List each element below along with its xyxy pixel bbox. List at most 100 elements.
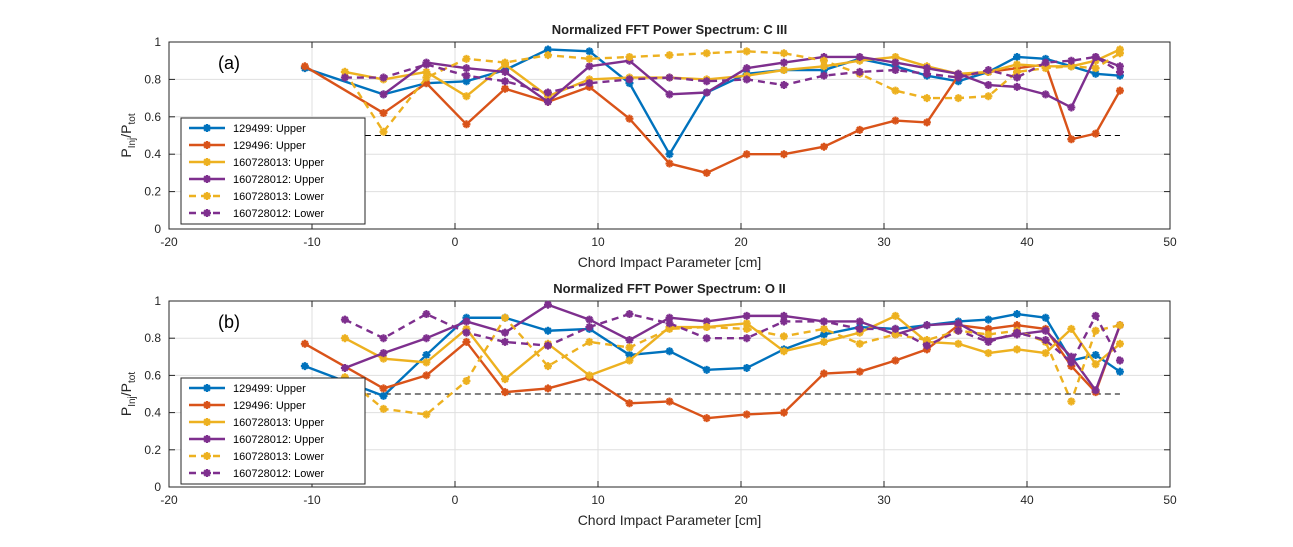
data-point: [543, 88, 552, 97]
y-tick-label: 0: [154, 480, 161, 494]
data-point: [984, 315, 993, 324]
data-point: [501, 77, 510, 86]
data-point: [462, 64, 471, 73]
data-point: [1115, 321, 1124, 330]
data-point: [543, 51, 552, 60]
data-point: [742, 324, 751, 333]
legend-label: 129499: Upper: [233, 383, 306, 395]
y-axis-label: PInj/Ptot: [118, 372, 138, 416]
data-point: [742, 150, 751, 159]
data-point: [1091, 129, 1100, 138]
x-axis-label: Chord Impact Parameter [cm]: [578, 512, 762, 528]
x-tick-label: 10: [591, 235, 605, 249]
data-point: [422, 410, 431, 419]
data-point: [625, 343, 634, 352]
data-point: [340, 67, 349, 76]
data-point: [855, 67, 864, 76]
data-point: [1067, 56, 1076, 65]
data-point: [585, 54, 594, 63]
data-point: [462, 328, 471, 337]
y-axis-label: PInj/Ptot: [118, 113, 138, 157]
legend-label: 160728013: Upper: [233, 417, 324, 429]
series-6: [340, 310, 1124, 367]
y-tick-label: 1: [154, 294, 161, 308]
x-tick-label: 20: [734, 235, 748, 249]
data-point: [585, 315, 594, 324]
legend-marker: [203, 384, 211, 392]
data-point: [585, 47, 594, 56]
data-point: [585, 62, 594, 71]
data-point: [702, 365, 711, 374]
data-point: [1067, 352, 1076, 361]
data-point: [702, 323, 711, 332]
data-point: [1041, 349, 1050, 358]
data-point: [665, 159, 674, 168]
legend-item: 160728012: Upper: [189, 174, 324, 186]
data-point: [984, 92, 993, 101]
x-tick-label: 30: [877, 493, 891, 507]
y-tick-label: 1: [154, 35, 161, 49]
data-point: [625, 114, 634, 123]
data-point: [954, 73, 963, 82]
chart-panel-1: -20 -10 0 10 20 30 40 50 0 0.2 0.4 0.6 0.8 1 Normalize…: [118, 22, 1177, 270]
data-point: [1115, 67, 1124, 76]
data-point: [543, 45, 552, 54]
data-point: [779, 317, 788, 326]
data-point: [340, 373, 349, 382]
data-point: [1012, 321, 1021, 330]
data-point: [379, 349, 388, 358]
data-point: [1041, 90, 1050, 99]
x-tick-label: 40: [1020, 493, 1034, 507]
data-point: [702, 334, 711, 343]
legend-marker: [203, 158, 211, 166]
data-point: [543, 384, 552, 393]
data-point: [855, 339, 864, 348]
data-point: [585, 323, 594, 332]
data-point: [742, 334, 751, 343]
legend-item: 160728013: Lower: [189, 191, 324, 203]
legend-item: 160728012: Upper: [189, 434, 324, 446]
legend-marker: [203, 192, 211, 200]
y-label-slash: /P: [118, 124, 134, 137]
data-point: [543, 362, 552, 371]
data-point: [625, 350, 634, 359]
legend: 129499: Upper 129496: Upper 160728013: Upp…: [180, 117, 366, 225]
legend-marker: [203, 418, 211, 426]
data-point: [422, 79, 431, 88]
data-point: [1091, 326, 1100, 335]
legend-label: 129496: Upper: [233, 400, 306, 412]
legend-marker: [203, 209, 211, 217]
data-point: [1012, 82, 1021, 91]
data-point: [379, 391, 388, 400]
data-point: [462, 71, 471, 80]
data-point: [1115, 49, 1124, 58]
data-point: [379, 404, 388, 413]
data-point: [855, 324, 864, 333]
legend-label: 160728012: Lower: [233, 208, 324, 220]
data-point: [855, 52, 864, 61]
data-point: [625, 75, 634, 84]
data-point: [819, 56, 828, 65]
data-point: [1012, 67, 1021, 76]
legend-label: 160728013: Lower: [233, 451, 324, 463]
chart-panel-2: -20 -10 0 10 20 30 40 50 0 0.2 0.4 0.6 0.8 1 Normalize…: [118, 281, 1177, 528]
data-point: [779, 81, 788, 90]
data-point: [1067, 103, 1076, 112]
series-5: [340, 47, 1124, 136]
data-point: [984, 81, 993, 90]
data-point: [422, 67, 431, 76]
data-point: [1115, 339, 1124, 348]
data-point: [922, 321, 931, 330]
chart-title: Normalized FFT Power Spectrum: C III: [552, 22, 787, 37]
data-point: [819, 337, 828, 346]
data-point: [1115, 86, 1124, 95]
x-tick-label: 30: [877, 235, 891, 249]
data-point: [340, 363, 349, 372]
data-point: [625, 399, 634, 408]
data-point: [379, 109, 388, 118]
data-point: [1012, 310, 1021, 319]
data-point: [779, 66, 788, 75]
data-point: [1012, 60, 1021, 69]
data-point: [462, 317, 471, 326]
